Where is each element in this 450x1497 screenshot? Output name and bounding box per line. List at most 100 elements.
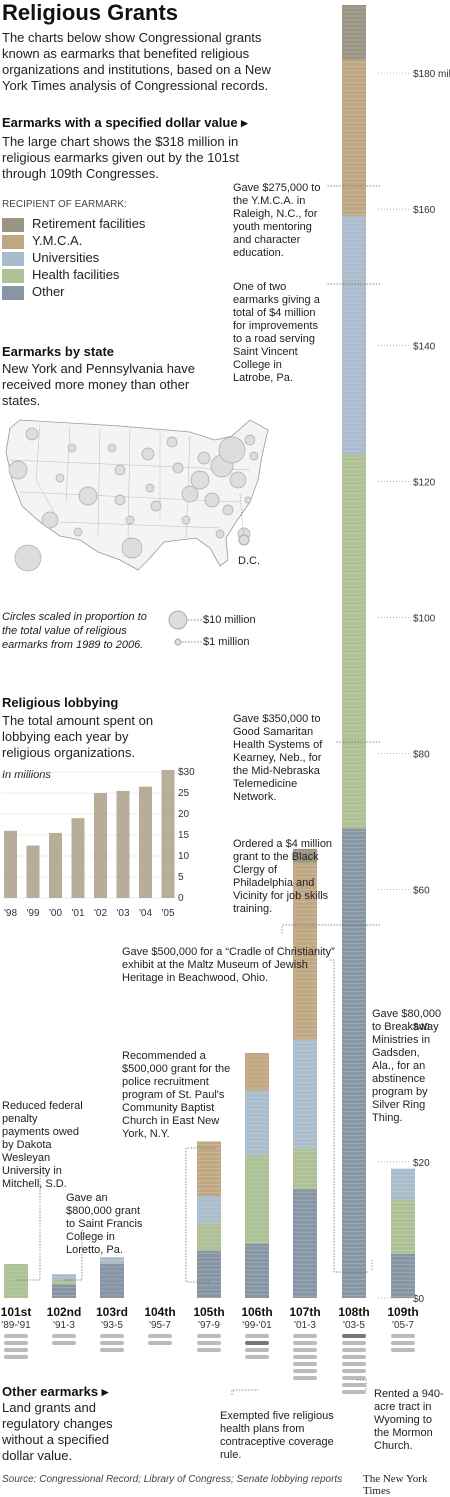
lobbying-xtick-label: '98 [4, 908, 17, 919]
lobbying-bar [49, 832, 62, 898]
main-bar-segment [293, 848, 317, 863]
main-bar-segment [100, 1263, 124, 1298]
legend: Retirement facilities Y.M.C.A. Universit… [2, 216, 145, 301]
lobbying-bar [4, 830, 17, 898]
congress-label: 104th [144, 1305, 175, 1319]
lobbying-xtick-label: '01 [71, 908, 84, 919]
other-earmark-pill [4, 1341, 28, 1345]
legend-swatch [2, 268, 24, 283]
main-ytick-label: $180 million [413, 69, 450, 80]
lobbying-xtick-label: '04 [139, 908, 152, 919]
main-bar-segment [293, 1148, 317, 1190]
main-bar-segment [197, 1223, 221, 1251]
lobbying-ytick-label: 0 [178, 893, 184, 904]
annotation-clergy: Ordered a $4 million grant to the Black … [233, 838, 333, 915]
us-map [5, 419, 269, 572]
main-bar-segment [197, 1195, 221, 1224]
credit-line: The New York Times [363, 1473, 428, 1497]
annotation-francis: Gave an $800,000 grant to Saint Francis … [66, 1192, 143, 1256]
lobbying-bar [161, 769, 175, 898]
other-heading[interactable]: Other earmarks ▸ [2, 1384, 109, 1399]
dc-circle [238, 534, 250, 546]
main-bar-segment [293, 862, 317, 1040]
main-bar-segment [391, 1253, 415, 1298]
congress-label: 106th [241, 1305, 272, 1319]
main-bar-segment [391, 1199, 415, 1254]
other-earmark-pill [4, 1334, 28, 1338]
annotation-leader [185, 1147, 216, 1283]
specified-heading[interactable]: Earmarks with a specified dollar value ▸ [2, 115, 248, 130]
scale-circles [168, 610, 202, 646]
main-bar-segment [52, 1284, 76, 1298]
legend-swatch [2, 285, 24, 300]
main-bar-segment [52, 1274, 76, 1280]
annotation-leader [355, 1379, 367, 1390]
dc-label: D.C. [238, 555, 260, 567]
annotation-police: Recommended a $500,000 grant for the pol… [122, 1050, 231, 1140]
annotation-health-plans: Exempted five religious health plans fro… [220, 1410, 334, 1461]
annotation-breakaway: Gave $80,000 to Breakaway Ministries in … [372, 1008, 442, 1124]
annotation-mormon: Rented a 940-acre tract in Wyoming to th… [374, 1388, 444, 1452]
scale-small-label: $1 million [203, 636, 250, 648]
annotation-leader [18, 1160, 41, 1281]
source-line: Source: Congressional Record; Library of… [2, 1474, 343, 1485]
main-ytick-label: $160 [413, 205, 436, 216]
other-earmark-pill [391, 1348, 415, 1352]
main-ytick-label: $100 [413, 613, 436, 624]
main-ytick-label: $40 [413, 1022, 430, 1033]
other-earmark-pill [391, 1341, 415, 1345]
other-earmark-pill [245, 1348, 269, 1352]
legend-item-other: Other [2, 284, 145, 301]
main-bar-segment [342, 59, 366, 216]
other-earmark-pill [100, 1348, 124, 1352]
other-earmark-pill [293, 1376, 317, 1380]
main-bar-segment [245, 1053, 269, 1091]
lobbying-bar [139, 786, 152, 898]
other-earmark-pill [342, 1376, 366, 1380]
main-ytick-label: $0 [413, 1294, 425, 1305]
other-earmark-pill [342, 1362, 366, 1366]
congress-label: 105th [193, 1305, 224, 1319]
other-earmark-pill [342, 1341, 366, 1345]
lobbying-xtick-label: '02 [94, 908, 107, 919]
main-ytick-label: $20 [413, 1158, 430, 1169]
lobbying-xtick-label: '99 [26, 908, 39, 919]
main-bar-segment [293, 1039, 317, 1149]
annotation-road: One of two earmarks giving a total of $4… [233, 281, 320, 384]
lobbying-bar [116, 790, 130, 898]
lobbying-bar [71, 818, 85, 898]
state-circles [8, 427, 259, 572]
main-bar-segment [342, 215, 366, 455]
congress-label: 101st [1, 1305, 32, 1319]
other-earmark-pill [293, 1355, 317, 1359]
other-earmark-pill [197, 1348, 221, 1352]
other-earmark-pill [4, 1348, 28, 1352]
main-bar-segment [342, 828, 366, 1298]
other-earmark-pill [293, 1348, 317, 1352]
annotation-leader [330, 959, 368, 1273]
main-bar-segment [293, 1189, 317, 1298]
other-earmark-pill [293, 1369, 317, 1373]
legend-swatch [2, 217, 24, 232]
other-earmark-pill [293, 1362, 317, 1366]
legend-swatch [2, 251, 24, 266]
main-bar-segment [52, 1279, 76, 1285]
other-earmark-pill [245, 1355, 269, 1359]
scale-big-label: $10 million [203, 614, 256, 626]
other-earmark-pill [245, 1341, 269, 1345]
page-title: Religious Grants [2, 0, 179, 25]
congress-years-label: '99-'01 [242, 1320, 272, 1331]
other-earmark-pill [4, 1355, 28, 1359]
main-ytick-label: $80 [413, 750, 430, 761]
other-earmark-pill [197, 1334, 221, 1338]
other-earmark-pill [391, 1334, 415, 1338]
legend-title: RECIPIENT OF EARMARK: [2, 199, 127, 210]
lobbying-chart: $30 25 20 15 10 5 0 '98 '99 '00 '01 '02 '03 '04 '05 [2, 767, 195, 919]
lobbying-xtick-label: '03 [116, 908, 129, 919]
congress-years-label: '05-7 [392, 1320, 414, 1331]
other-earmark-pill [245, 1334, 269, 1338]
other-earmark-pill [148, 1341, 172, 1345]
legend-swatch [2, 234, 24, 249]
congress-years-label: '91-3 [53, 1320, 75, 1331]
main-bar-segment [391, 1168, 415, 1200]
